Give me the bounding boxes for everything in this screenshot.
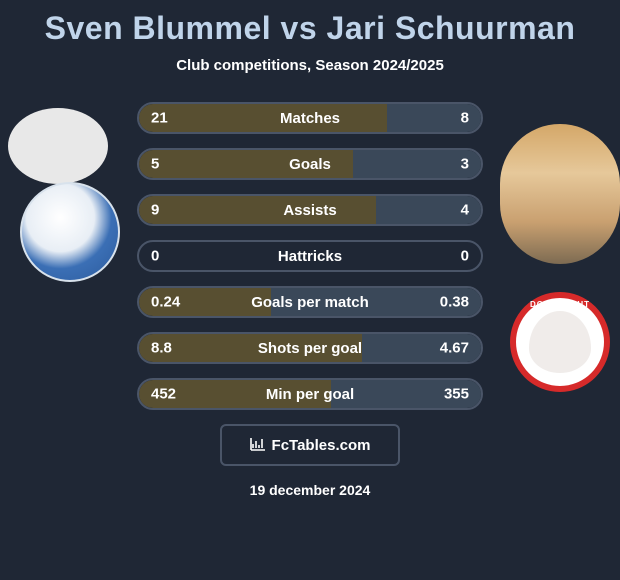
stat-value-left: 452 xyxy=(151,386,176,403)
stat-value-left: 0.24 xyxy=(151,294,180,311)
club-badge-right-text: DORDRECHT xyxy=(516,300,604,309)
stat-fill-left xyxy=(139,104,387,132)
stat-value-right: 8 xyxy=(461,110,469,127)
player-left-photo xyxy=(8,108,108,184)
stat-row: 452 355 Min per goal xyxy=(137,378,483,410)
stat-label: Shots per goal xyxy=(258,340,362,357)
stat-fill-left xyxy=(139,196,376,224)
page-subtitle: Club competitions, Season 2024/2025 xyxy=(0,57,620,74)
stat-value-left: 21 xyxy=(151,110,168,127)
brand-text: FcTables.com xyxy=(272,437,371,454)
stat-label: Goals xyxy=(289,156,331,173)
stat-value-right: 4.67 xyxy=(440,340,469,357)
club-badge-right-inner xyxy=(529,311,591,373)
stat-value-left: 0 xyxy=(151,248,159,265)
stat-label: Min per goal xyxy=(266,386,354,403)
chart-icon xyxy=(250,437,266,454)
stat-value-left: 5 xyxy=(151,156,159,173)
club-badge-right: DORDRECHT xyxy=(510,292,610,392)
stats-list: 21 8 Matches 5 3 Goals 9 4 Assists 0 0 Hattricks 0.2… xyxy=(137,102,483,410)
stat-value-left: 8.8 xyxy=(151,340,172,357)
stat-label: Matches xyxy=(280,110,340,127)
stat-row: 21 8 Matches xyxy=(137,102,483,134)
stat-value-right: 0.38 xyxy=(440,294,469,311)
stat-row: 5 3 Goals xyxy=(137,148,483,180)
club-badge-left xyxy=(20,182,120,282)
comparison-area: DORDRECHT 21 8 Matches 5 3 Goals 9 4 Assists 0 0 Ha… xyxy=(0,102,620,410)
stat-label: Assists xyxy=(283,202,336,219)
stat-value-left: 9 xyxy=(151,202,159,219)
stat-label: Hattricks xyxy=(278,248,342,265)
stat-value-right: 4 xyxy=(461,202,469,219)
stat-row: 9 4 Assists xyxy=(137,194,483,226)
stat-row: 8.8 4.67 Shots per goal xyxy=(137,332,483,364)
brand-logo: FcTables.com xyxy=(220,424,400,466)
stat-row: 0 0 Hattricks xyxy=(137,240,483,272)
stat-label: Goals per match xyxy=(251,294,369,311)
stat-value-right: 3 xyxy=(461,156,469,173)
stat-value-right: 0 xyxy=(461,248,469,265)
page-title: Sven Blummel vs Jari Schuurman xyxy=(0,0,620,47)
footer-date: 19 december 2024 xyxy=(0,482,620,498)
stat-row: 0.24 0.38 Goals per match xyxy=(137,286,483,318)
stat-value-right: 355 xyxy=(444,386,469,403)
player-right-photo xyxy=(500,124,620,264)
